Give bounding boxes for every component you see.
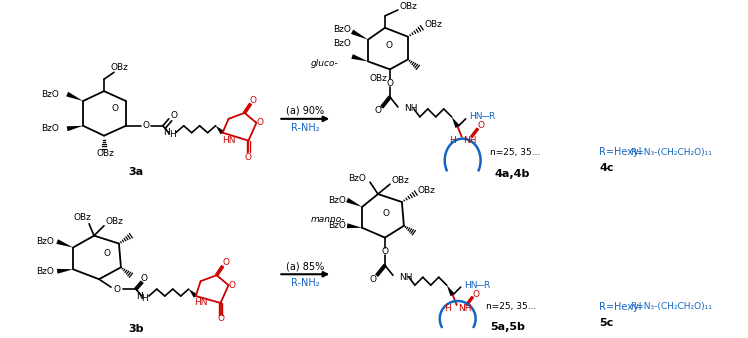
Text: O: O bbox=[217, 314, 224, 323]
Text: HN: HN bbox=[194, 298, 207, 308]
Text: R=Hexyl: R=Hexyl bbox=[599, 302, 642, 312]
Text: —R: —R bbox=[481, 112, 496, 121]
Text: NH: NH bbox=[399, 273, 412, 282]
Text: OBz: OBz bbox=[106, 217, 124, 226]
Text: O: O bbox=[387, 79, 393, 88]
Text: OBz: OBz bbox=[392, 176, 410, 185]
Text: BzO: BzO bbox=[41, 90, 59, 99]
Text: N: N bbox=[163, 128, 170, 137]
Text: n=25, 35...: n=25, 35... bbox=[485, 303, 536, 311]
Polygon shape bbox=[66, 92, 83, 101]
Polygon shape bbox=[215, 126, 224, 135]
Polygon shape bbox=[56, 239, 73, 247]
Text: BzO: BzO bbox=[41, 124, 59, 133]
Text: O: O bbox=[382, 209, 390, 218]
Text: NH: NH bbox=[458, 305, 471, 313]
Text: OBz: OBz bbox=[369, 74, 387, 83]
Polygon shape bbox=[347, 223, 362, 228]
Text: 5a,5b: 5a,5b bbox=[491, 322, 525, 332]
Text: O: O bbox=[370, 275, 376, 284]
Text: 4c: 4c bbox=[599, 163, 613, 173]
Text: OBz: OBz bbox=[96, 149, 114, 158]
Text: O: O bbox=[222, 258, 229, 267]
Polygon shape bbox=[447, 285, 455, 296]
Text: O: O bbox=[250, 96, 257, 104]
Text: R-NH₂: R-NH₂ bbox=[291, 278, 319, 288]
Text: H: H bbox=[141, 293, 148, 303]
Text: NH: NH bbox=[463, 136, 476, 145]
Text: O: O bbox=[257, 118, 263, 127]
Polygon shape bbox=[57, 269, 73, 274]
Text: 5c: 5c bbox=[599, 318, 613, 328]
Text: R=Hexyl: R=Hexyl bbox=[599, 147, 642, 158]
Text: —R: —R bbox=[476, 281, 491, 290]
Text: BzO: BzO bbox=[328, 195, 346, 204]
Text: H: H bbox=[449, 136, 456, 145]
Text: 4a,4b: 4a,4b bbox=[494, 169, 530, 179]
Text: R-NH₂: R-NH₂ bbox=[291, 123, 319, 133]
Text: O: O bbox=[472, 290, 479, 298]
Text: O: O bbox=[245, 153, 252, 162]
Polygon shape bbox=[67, 126, 83, 131]
Text: O: O bbox=[103, 249, 111, 258]
Text: O: O bbox=[385, 41, 393, 50]
Text: BzO: BzO bbox=[333, 25, 351, 34]
Text: OBz: OBz bbox=[418, 186, 436, 195]
Text: O: O bbox=[381, 247, 388, 256]
Text: O: O bbox=[141, 274, 147, 283]
Text: H: H bbox=[444, 305, 451, 313]
Text: OBz: OBz bbox=[73, 213, 91, 222]
Text: 3a: 3a bbox=[129, 167, 144, 177]
Polygon shape bbox=[452, 117, 460, 128]
Text: HN: HN bbox=[222, 136, 236, 145]
Text: BzO: BzO bbox=[36, 237, 54, 246]
Text: BzO: BzO bbox=[36, 267, 54, 276]
Text: O: O bbox=[229, 281, 236, 290]
Text: 3b: 3b bbox=[128, 324, 144, 334]
Polygon shape bbox=[188, 289, 197, 298]
Text: OBz: OBz bbox=[111, 63, 129, 72]
Text: OBz: OBz bbox=[425, 20, 443, 29]
Text: HN: HN bbox=[469, 112, 482, 121]
Text: NH: NH bbox=[404, 104, 417, 114]
Text: HN: HN bbox=[464, 281, 477, 290]
Text: O: O bbox=[111, 104, 118, 114]
Text: BzO: BzO bbox=[333, 39, 351, 48]
Text: (a) 90%: (a) 90% bbox=[286, 106, 325, 116]
Text: R=N₃-(CH₂CH₂O)₁₁: R=N₃-(CH₂CH₂O)₁₁ bbox=[630, 303, 712, 311]
Text: BzO: BzO bbox=[348, 174, 366, 183]
Text: O: O bbox=[114, 285, 120, 294]
Text: (a) 85%: (a) 85% bbox=[286, 261, 325, 271]
Text: BzO: BzO bbox=[328, 221, 346, 230]
Text: O: O bbox=[375, 106, 381, 115]
Text: OBz: OBz bbox=[400, 2, 418, 11]
Text: O: O bbox=[477, 121, 484, 130]
Text: O: O bbox=[171, 112, 177, 120]
Polygon shape bbox=[352, 54, 368, 62]
Polygon shape bbox=[351, 29, 368, 40]
Text: n=25, 35...: n=25, 35... bbox=[490, 148, 540, 157]
Text: N: N bbox=[136, 292, 143, 300]
Text: R=N₃-(CH₂CH₂O)₁₁: R=N₃-(CH₂CH₂O)₁₁ bbox=[630, 148, 712, 157]
Text: O: O bbox=[142, 121, 150, 130]
Text: gluco-: gluco- bbox=[310, 59, 338, 68]
Text: H: H bbox=[169, 130, 176, 139]
Polygon shape bbox=[346, 198, 362, 207]
Text: manno-: manno- bbox=[310, 215, 345, 224]
